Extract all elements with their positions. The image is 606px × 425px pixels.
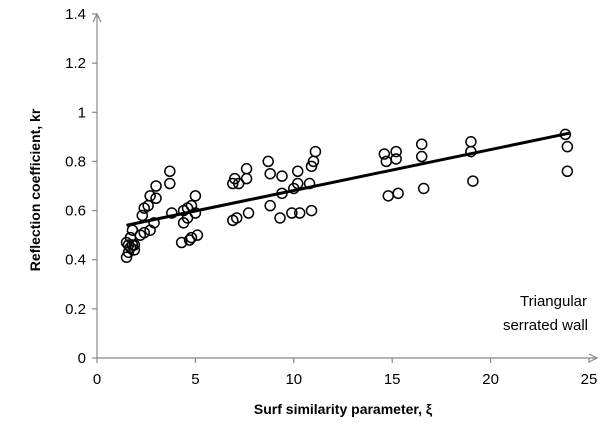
data-point [382,190,395,202]
y-tick-label: 1.2 [65,55,86,72]
x-axis-arrow [588,353,599,363]
data-point [185,231,198,244]
y-tick-label: 0.2 [65,301,86,318]
data-point [417,182,430,195]
data-point [415,150,428,163]
data-point [392,187,404,200]
y-tick-label: 0.6 [65,203,86,220]
y-axis-title: Reflection coefficient, kr [27,108,43,271]
data-point [240,172,253,185]
annotation-line-1: Triangular [520,293,587,310]
data-point [150,180,162,192]
data-point [128,239,141,251]
data-point [136,209,149,222]
data-point [138,226,150,239]
data-point [191,229,204,241]
data-point [264,167,276,180]
data-point [230,212,243,224]
y-tick-labels: 0 0.2 0.4 0.6 0.8 1 1.2 1.4 [65,6,86,367]
data-points [120,128,574,264]
x-tick-label: 0 [93,371,101,388]
data-point [262,155,274,168]
data-point [305,160,318,173]
data-point [467,175,479,187]
data-point [164,165,176,178]
y-tick-label: 1.4 [65,6,86,23]
x-tick-label: 5 [191,371,199,388]
data-point [286,207,298,219]
data-point [276,170,288,182]
data-point [561,140,574,153]
data-point [415,138,428,150]
data-point [305,204,318,217]
trendline [126,131,570,227]
data-point [189,190,202,202]
y-tick-label: 1 [78,104,86,121]
data-point [242,207,255,219]
annotation-line-2: serrated wall [503,317,588,334]
data-point [166,207,178,219]
data-point [293,207,306,219]
x-tick-label: 25 [581,371,598,388]
data-point [164,177,176,190]
x-tick-label: 15 [384,371,401,388]
data-point [465,136,477,148]
data-point [175,236,188,249]
x-tick-labels: 0 5 10 15 20 25 [93,371,598,388]
trendline-group [126,131,570,227]
x-axis-title: Surf similarity parameter, ξ [254,401,433,417]
data-point [144,190,156,202]
data-point [274,212,286,224]
x-tick-label: 20 [482,371,499,388]
data-point [150,192,162,205]
data-point [291,165,304,178]
y-tick-label: 0.4 [65,252,86,269]
data-point [120,251,133,264]
data-point [264,199,276,212]
x-tick-label: 10 [285,371,302,388]
data-point [390,153,402,165]
data-point [390,145,402,158]
data-point [561,165,574,178]
axes [92,12,599,363]
y-tick-label: 0.8 [65,153,86,170]
data-point [309,145,322,158]
data-point [240,163,253,175]
data-point [128,244,141,256]
data-point [227,177,239,190]
data-point [378,148,391,160]
data-point [148,217,160,229]
y-tick-label: 0 [78,350,86,367]
